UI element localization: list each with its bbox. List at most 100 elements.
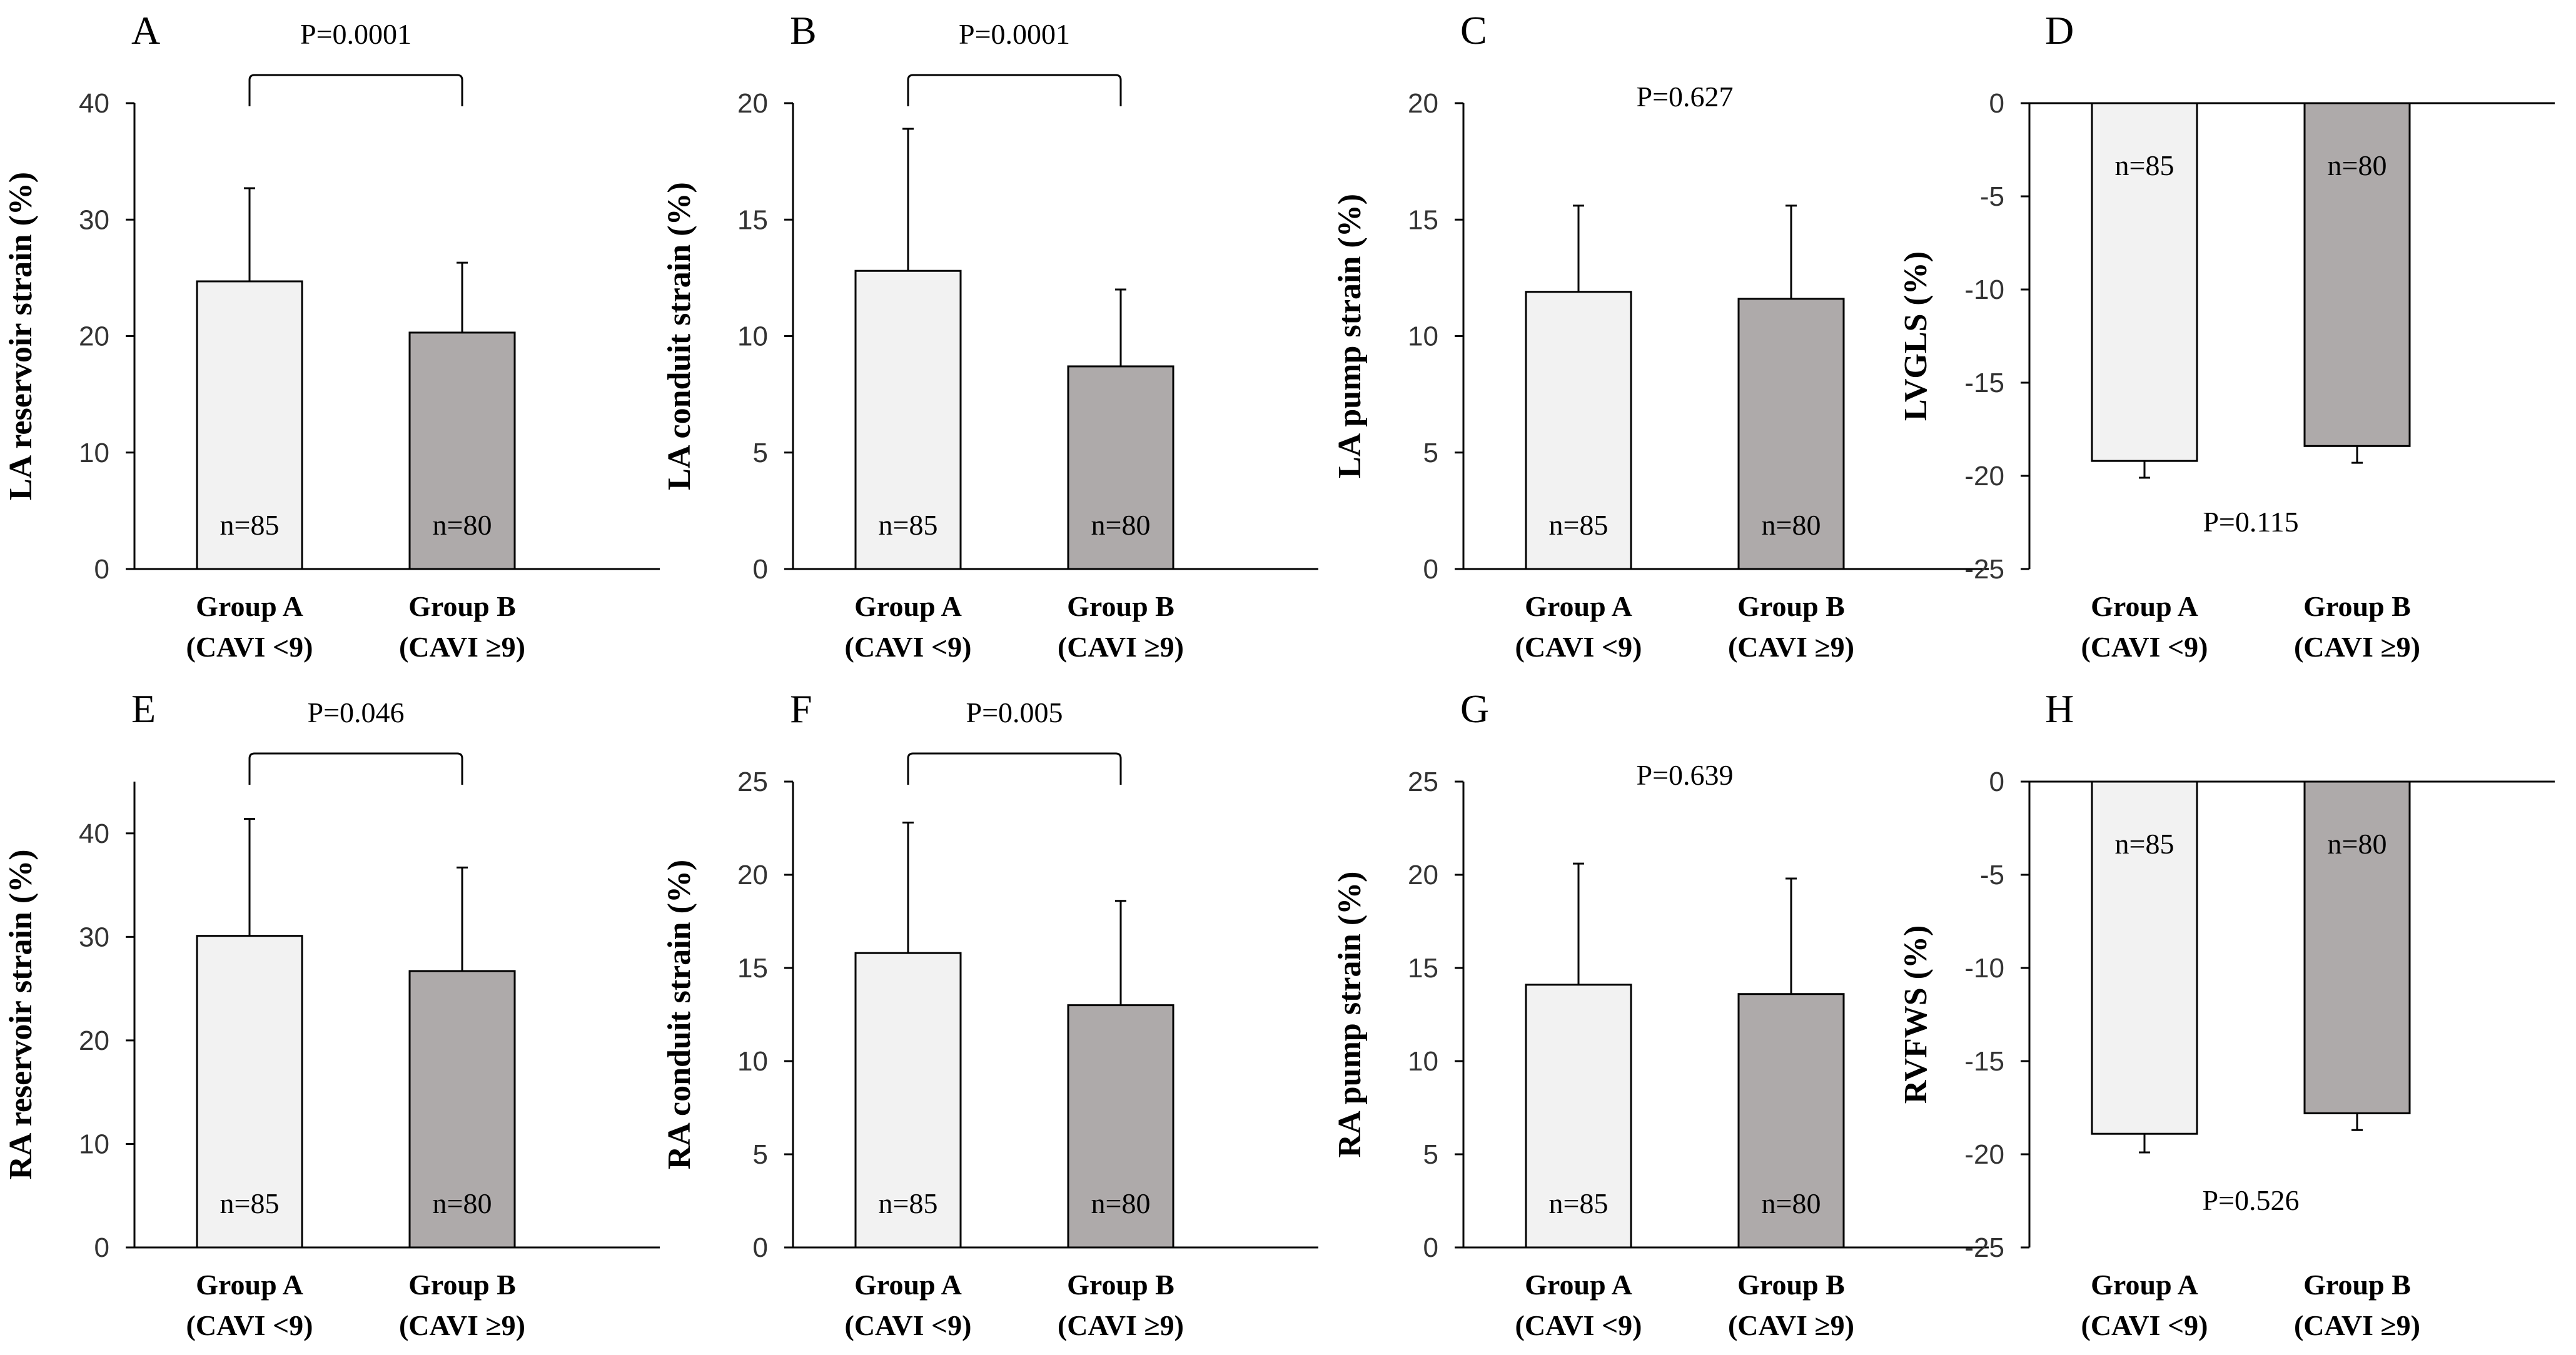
- y-tick-label: 5: [753, 438, 768, 468]
- x-category-label: Group B: [1067, 590, 1174, 622]
- p-value: P=0.639: [1636, 759, 1733, 791]
- x-category-label: Group A: [196, 590, 303, 622]
- x-category-sublabel: (CAVI <9): [1515, 1309, 1642, 1341]
- x-category-sublabel: (CAVI <9): [186, 1309, 313, 1341]
- y-axis-title: RA pump strain (%): [1332, 872, 1368, 1158]
- p-value: P=0.627: [1636, 81, 1733, 113]
- x-category-label: Group A: [854, 1269, 962, 1301]
- y-tick-label: 0: [1989, 88, 2004, 119]
- bar-group-a: [196, 280, 303, 570]
- x-category-sublabel: (CAVI ≥9): [399, 631, 525, 663]
- bar-group-b: [1737, 993, 1845, 1249]
- x-category-label: Group A: [2091, 1269, 2198, 1301]
- n-label: n=85: [2115, 149, 2174, 181]
- x-category-label: Group B: [1737, 1269, 1845, 1301]
- y-tick-label: -20: [1964, 461, 2004, 491]
- y-tick-label: 5: [753, 1139, 768, 1170]
- y-tick-label: -20: [1964, 1139, 2004, 1170]
- y-tick-label: -15: [1964, 368, 2004, 398]
- bar-group-a: [2091, 102, 2198, 462]
- bar-group-b: [2303, 102, 2411, 447]
- n-label: n=80: [433, 509, 492, 541]
- panel-letter: E: [131, 687, 156, 731]
- x-category-label: Group A: [2091, 590, 2198, 622]
- panel-a: A 0 10 20 30 40 LA reservoir strain (%) n=85 Gro…: [3, 8, 660, 663]
- panel-letter: A: [131, 8, 160, 53]
- x-category-label: Group A: [1525, 1269, 1632, 1301]
- x-category-sublabel: (CAVI <9): [845, 1309, 972, 1341]
- y-tick-label: 5: [1423, 438, 1438, 468]
- y-tick-label: 20: [737, 860, 768, 890]
- y-tick-label: 15: [1408, 953, 1438, 984]
- significance-bracket: [907, 74, 1122, 106]
- panel-letter: F: [790, 687, 812, 731]
- panel-b: B 0 5 10 15 20 LA conduit strain (%) n=85 Group …: [662, 8, 1318, 663]
- y-tick-label: 0: [753, 1232, 768, 1263]
- n-label: n=80: [433, 1187, 492, 1219]
- x-category-sublabel: (CAVI ≥9): [2294, 1309, 2420, 1341]
- y-tick-label: 0: [94, 554, 109, 585]
- n-label: n=85: [2115, 828, 2174, 860]
- x-category-label: Group B: [1067, 1269, 1174, 1301]
- y-axis-title: LVGLS (%): [1898, 251, 1934, 421]
- y-tick-label: 20: [1408, 88, 1438, 119]
- x-category-sublabel: (CAVI <9): [2081, 631, 2208, 663]
- p-value: P=0.0001: [959, 18, 1070, 50]
- x-category-sublabel: (CAVI ≥9): [1728, 1309, 1854, 1341]
- significance-bracket: [248, 74, 463, 106]
- n-label: n=80: [2328, 149, 2387, 181]
- x-category-sublabel: (CAVI <9): [186, 631, 313, 663]
- bar-group-b: [408, 970, 516, 1249]
- y-tick-label: 15: [737, 204, 768, 235]
- p-value: P=0.115: [2203, 506, 2298, 538]
- y-axis-title: RA conduit strain (%): [662, 860, 697, 1169]
- panel-letter: D: [2045, 8, 2074, 53]
- y-tick-label: 40: [79, 819, 109, 849]
- y-tick-label: 10: [737, 321, 768, 352]
- x-category-label: Group B: [2303, 590, 2411, 622]
- x-category-label: Group A: [854, 590, 962, 622]
- y-axis-title: RVFWS (%): [1898, 925, 1934, 1104]
- y-tick-label: 30: [79, 204, 109, 235]
- y-tick-label: -5: [1980, 181, 2004, 212]
- x-category-sublabel: (CAVI ≥9): [1058, 1309, 1184, 1341]
- y-tick-label: 10: [79, 1129, 109, 1159]
- p-value: P=0.046: [307, 697, 404, 728]
- y-tick-label: -10: [1964, 275, 2004, 305]
- n-label: n=85: [879, 1187, 938, 1219]
- x-category-label: Group A: [196, 1269, 303, 1301]
- panel-c: C 0 5 10 15 20 LA pump strain (%) n=85 Group A (C…: [1332, 8, 1989, 663]
- bar-group-b: [1067, 365, 1174, 570]
- x-category-sublabel: (CAVI <9): [2081, 1309, 2208, 1341]
- panel-f: F 0 5 10 15 20 25 RA conduit strain (%) n=85 Grou…: [662, 687, 1318, 1341]
- y-tick-label: -15: [1964, 1046, 2004, 1077]
- n-label: n=85: [1549, 509, 1609, 541]
- p-value: P=0.0001: [300, 18, 412, 50]
- y-tick-label: 10: [1408, 321, 1438, 352]
- y-axis-title: LA reservoir strain (%): [3, 172, 39, 500]
- y-tick-label: 0: [94, 1232, 109, 1263]
- n-label: n=80: [1091, 1187, 1151, 1219]
- p-value: P=0.005: [966, 697, 1063, 728]
- x-category-label: Group B: [1737, 590, 1845, 622]
- panel-letter: C: [1460, 8, 1487, 53]
- bar-group-b: [1067, 1004, 1174, 1249]
- y-tick-label: -25: [1964, 1232, 2004, 1263]
- bar-group-b: [2303, 780, 2411, 1114]
- x-category-label: Group B: [2303, 1269, 2411, 1301]
- significance-bracket: [907, 752, 1122, 785]
- significance-bracket: [248, 752, 463, 785]
- x-category-label: Group A: [1525, 590, 1632, 622]
- y-tick-label: 20: [737, 88, 768, 119]
- bar-group-a: [2091, 780, 2198, 1135]
- n-label: n=80: [2328, 828, 2387, 860]
- y-tick-label: 20: [79, 1025, 109, 1056]
- y-tick-label: 30: [79, 922, 109, 952]
- n-label: n=85: [220, 509, 280, 541]
- panel-d: D 0 -5 -10 -15 -20 -25 LVGLS (%) n=85 Group A (CAV…: [1898, 8, 2555, 663]
- bar-group-a: [1525, 984, 1632, 1249]
- n-label: n=80: [1762, 1187, 1821, 1219]
- panel-letter: G: [1460, 687, 1489, 731]
- x-category-sublabel: (CAVI ≥9): [399, 1309, 525, 1341]
